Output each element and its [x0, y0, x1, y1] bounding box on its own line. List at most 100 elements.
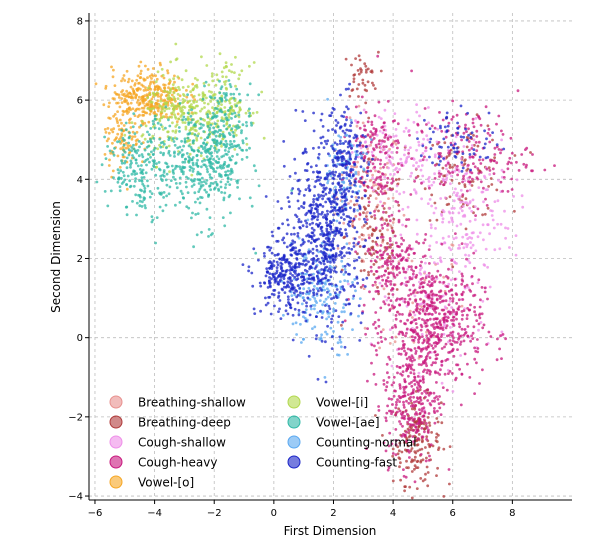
scatter-point	[361, 121, 365, 125]
scatter-point	[135, 151, 139, 155]
scatter-point	[500, 357, 503, 360]
scatter-point	[411, 335, 414, 338]
scatter-point	[124, 205, 128, 209]
scatter-point	[440, 347, 444, 350]
scatter-point	[329, 275, 333, 279]
scatter-point	[322, 300, 326, 304]
scatter-point	[264, 274, 268, 278]
scatter-point	[386, 136, 390, 140]
scatter-point	[143, 190, 146, 194]
scatter-point	[356, 153, 360, 157]
scatter-point	[172, 95, 176, 99]
scatter-point	[393, 112, 397, 115]
scatter-point	[324, 266, 327, 269]
scatter-point	[197, 182, 201, 185]
scatter-point	[191, 112, 195, 116]
scatter-point	[143, 137, 147, 141]
scatter-point	[447, 372, 450, 375]
scatter-point	[488, 173, 492, 176]
scatter-point	[388, 431, 392, 435]
scatter-point	[440, 381, 444, 385]
scatter-point	[276, 239, 280, 243]
scatter-point	[478, 382, 481, 385]
scatter-point	[372, 188, 376, 192]
scatter-point	[207, 90, 211, 93]
scatter-point	[434, 344, 437, 348]
scatter-point	[516, 89, 520, 93]
scatter-point	[132, 92, 136, 96]
scatter-point	[429, 255, 433, 259]
scatter-point	[482, 200, 485, 204]
scatter-point	[426, 202, 430, 206]
scatter-point	[198, 178, 202, 182]
scatter-point	[127, 118, 131, 122]
scatter-point	[199, 117, 203, 121]
scatter-point	[224, 112, 227, 116]
scatter-point	[428, 402, 432, 405]
scatter-point	[241, 141, 245, 145]
scatter-point	[392, 394, 396, 398]
scatter-point	[398, 303, 402, 307]
scatter-point	[385, 156, 388, 160]
scatter-point	[372, 297, 375, 301]
scatter-point	[417, 433, 421, 436]
scatter-point	[270, 230, 274, 234]
scatter-point	[423, 319, 426, 323]
scatter-point	[428, 421, 431, 425]
scatter-point	[433, 399, 436, 403]
scatter-point	[423, 290, 427, 293]
scatter-point	[176, 97, 180, 100]
scatter-point	[135, 101, 139, 104]
scatter-point	[211, 106, 214, 110]
scatter-point	[316, 210, 319, 214]
scatter-point	[420, 266, 423, 270]
scatter-point	[435, 474, 438, 477]
scatter-point	[419, 477, 423, 480]
scatter-point	[360, 233, 364, 237]
scatter-point	[450, 118, 454, 121]
scatter-point	[290, 232, 293, 236]
scatter-point	[220, 191, 224, 194]
scatter-point	[377, 50, 380, 54]
scatter-point	[435, 342, 439, 346]
scatter-point	[432, 391, 436, 395]
scatter-point	[467, 308, 471, 312]
scatter-point	[361, 311, 364, 315]
scatter-point	[395, 190, 399, 193]
scatter-point	[205, 96, 208, 100]
scatter-point	[148, 112, 152, 116]
scatter-point	[319, 203, 322, 207]
scatter-point	[106, 204, 110, 208]
scatter-point	[125, 89, 129, 93]
scatter-point	[153, 117, 157, 121]
scatter-point	[357, 314, 360, 318]
scatter-point	[401, 257, 404, 261]
scatter-point	[171, 83, 175, 86]
scatter-point	[447, 303, 451, 307]
scatter-point	[226, 169, 230, 173]
scatter-point	[378, 150, 382, 154]
scatter-point	[347, 282, 350, 286]
scatter-point	[347, 220, 351, 224]
scatter-point	[329, 326, 333, 330]
scatter-point	[131, 107, 135, 111]
scatter-point	[168, 81, 172, 85]
scatter-point	[320, 268, 324, 271]
scatter-point	[419, 385, 422, 389]
scatter-point	[215, 166, 219, 170]
scatter-point	[144, 206, 147, 210]
scatter-point	[443, 312, 446, 316]
scatter-point	[408, 382, 411, 385]
scatter-point	[417, 165, 420, 168]
scatter-point	[224, 75, 228, 79]
scatter-point	[180, 110, 184, 114]
scatter-point	[418, 271, 422, 275]
scatter-point	[200, 145, 204, 148]
scatter-point	[344, 87, 348, 91]
scatter-point	[357, 170, 360, 174]
scatter-point	[228, 112, 232, 115]
scatter-point	[140, 178, 144, 182]
scatter-point	[187, 144, 191, 148]
scatter-point	[388, 409, 391, 413]
scatter-point	[196, 119, 200, 123]
